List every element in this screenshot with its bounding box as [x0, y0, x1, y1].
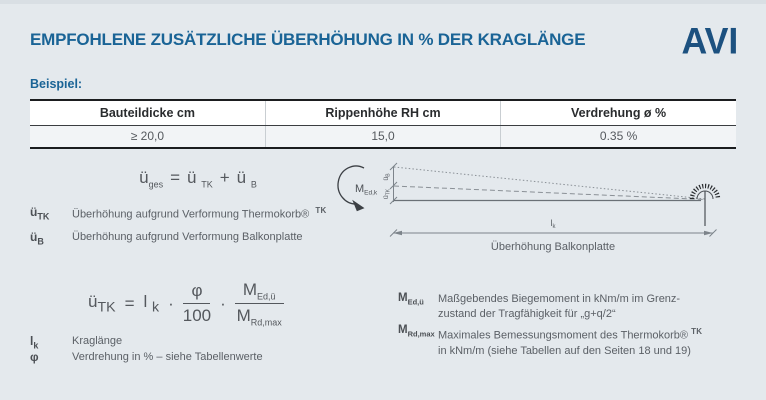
- symbol-med: MEd,ü: [398, 292, 424, 307]
- definition-utk: üTK Überhöhung aufgrund Verformung Thermo…: [30, 205, 327, 222]
- fraction-moments: MEd,ü MRd,max: [234, 280, 284, 328]
- dim-arrow-left: [393, 230, 402, 236]
- y-dimension-line: [389, 162, 398, 205]
- support-icon: [689, 183, 721, 226]
- avi-logo: AVI: [681, 21, 739, 62]
- symbol-utk: üTK: [30, 205, 50, 222]
- formula-lhs: üges: [139, 168, 164, 190]
- cell-rippenhoehe: 15,0: [264, 125, 501, 148]
- moment-label: MEd,k: [355, 183, 378, 197]
- diagram-caption: Überhöhung Balkonplatte: [491, 241, 615, 253]
- dim-arrow-right: [704, 230, 713, 236]
- cell-bauteildicke: ≥ 20,0: [30, 125, 266, 148]
- definition-med: MEd,ü Maßgebendes Biegemoment in kNm/m i…: [398, 292, 681, 320]
- y-label-utk: üTK: [383, 188, 392, 199]
- moment-arrow-icon: [337, 165, 365, 212]
- col-header-verdrehung: Verdrehung ø %: [500, 100, 736, 126]
- cell-verdrehung: 0.35 %: [500, 125, 736, 148]
- example-label: Beispiel:: [30, 77, 83, 91]
- table-row: ≥ 20,0 15,0 0.35 %: [30, 125, 736, 148]
- symbol-lk: lk: [30, 334, 39, 351]
- deflection-line-total: [393, 166, 706, 200]
- fraction-phi-100: φ 100: [182, 281, 212, 326]
- deflection-line-thermokorb: [393, 185, 706, 200]
- formula-term2: ü B: [236, 168, 257, 190]
- formula2-lhs: üTK: [88, 292, 116, 316]
- definition-ub: üB Überhöhung aufgrund Verformung Balkonp…: [30, 230, 303, 247]
- span-dimension-line: [389, 229, 717, 237]
- definition-lk: lk Kraglänge: [30, 334, 123, 351]
- formula-total-camber: üges = ü TK + ü B: [139, 168, 257, 190]
- col-header-rippenhoehe: Rippenhöhe RH cm: [264, 100, 501, 126]
- col-header-bauteildicke: Bauteildicke cm: [30, 100, 266, 126]
- moment-definitions: MEd,ü Maßgebendes Biegemoment in kNm/m i…: [398, 292, 702, 361]
- formula-utk-calculation: üTK = l k · φ 100 · MEd,ü MRd,max: [88, 280, 284, 328]
- y-label-ub: üB: [383, 173, 392, 181]
- page-title: EMPFOHLENE ZUSÄTZLICHE ÜBERHÖHUNG IN % D…: [30, 30, 586, 49]
- formula2-lk: l k: [143, 292, 160, 316]
- symbol-mrd: MRd,max: [398, 324, 435, 339]
- symbol-ub: üB: [30, 230, 44, 247]
- formula-term1: ü TK: [187, 168, 213, 190]
- table-header-row: Bauteildicke cm Rippenhöhe RH cm Verdreh…: [30, 100, 736, 126]
- example-table: Bauteildicke cm Rippenhöhe RH cm Verdreh…: [30, 99, 736, 149]
- symbol-phi: φ: [30, 350, 39, 364]
- definition-mrd: MRd,max Maximales Bemessungsmoment des T…: [398, 324, 703, 357]
- span-length-label: lk: [551, 218, 557, 230]
- definition-phi: φ Verdrehung in % – siehe Tabellenwerte: [30, 350, 263, 364]
- cantilever-deflection-diagram: MEd,k üB üTK lk Überhöhung Balkonplatte: [337, 162, 721, 253]
- top-strip: [0, 0, 766, 4]
